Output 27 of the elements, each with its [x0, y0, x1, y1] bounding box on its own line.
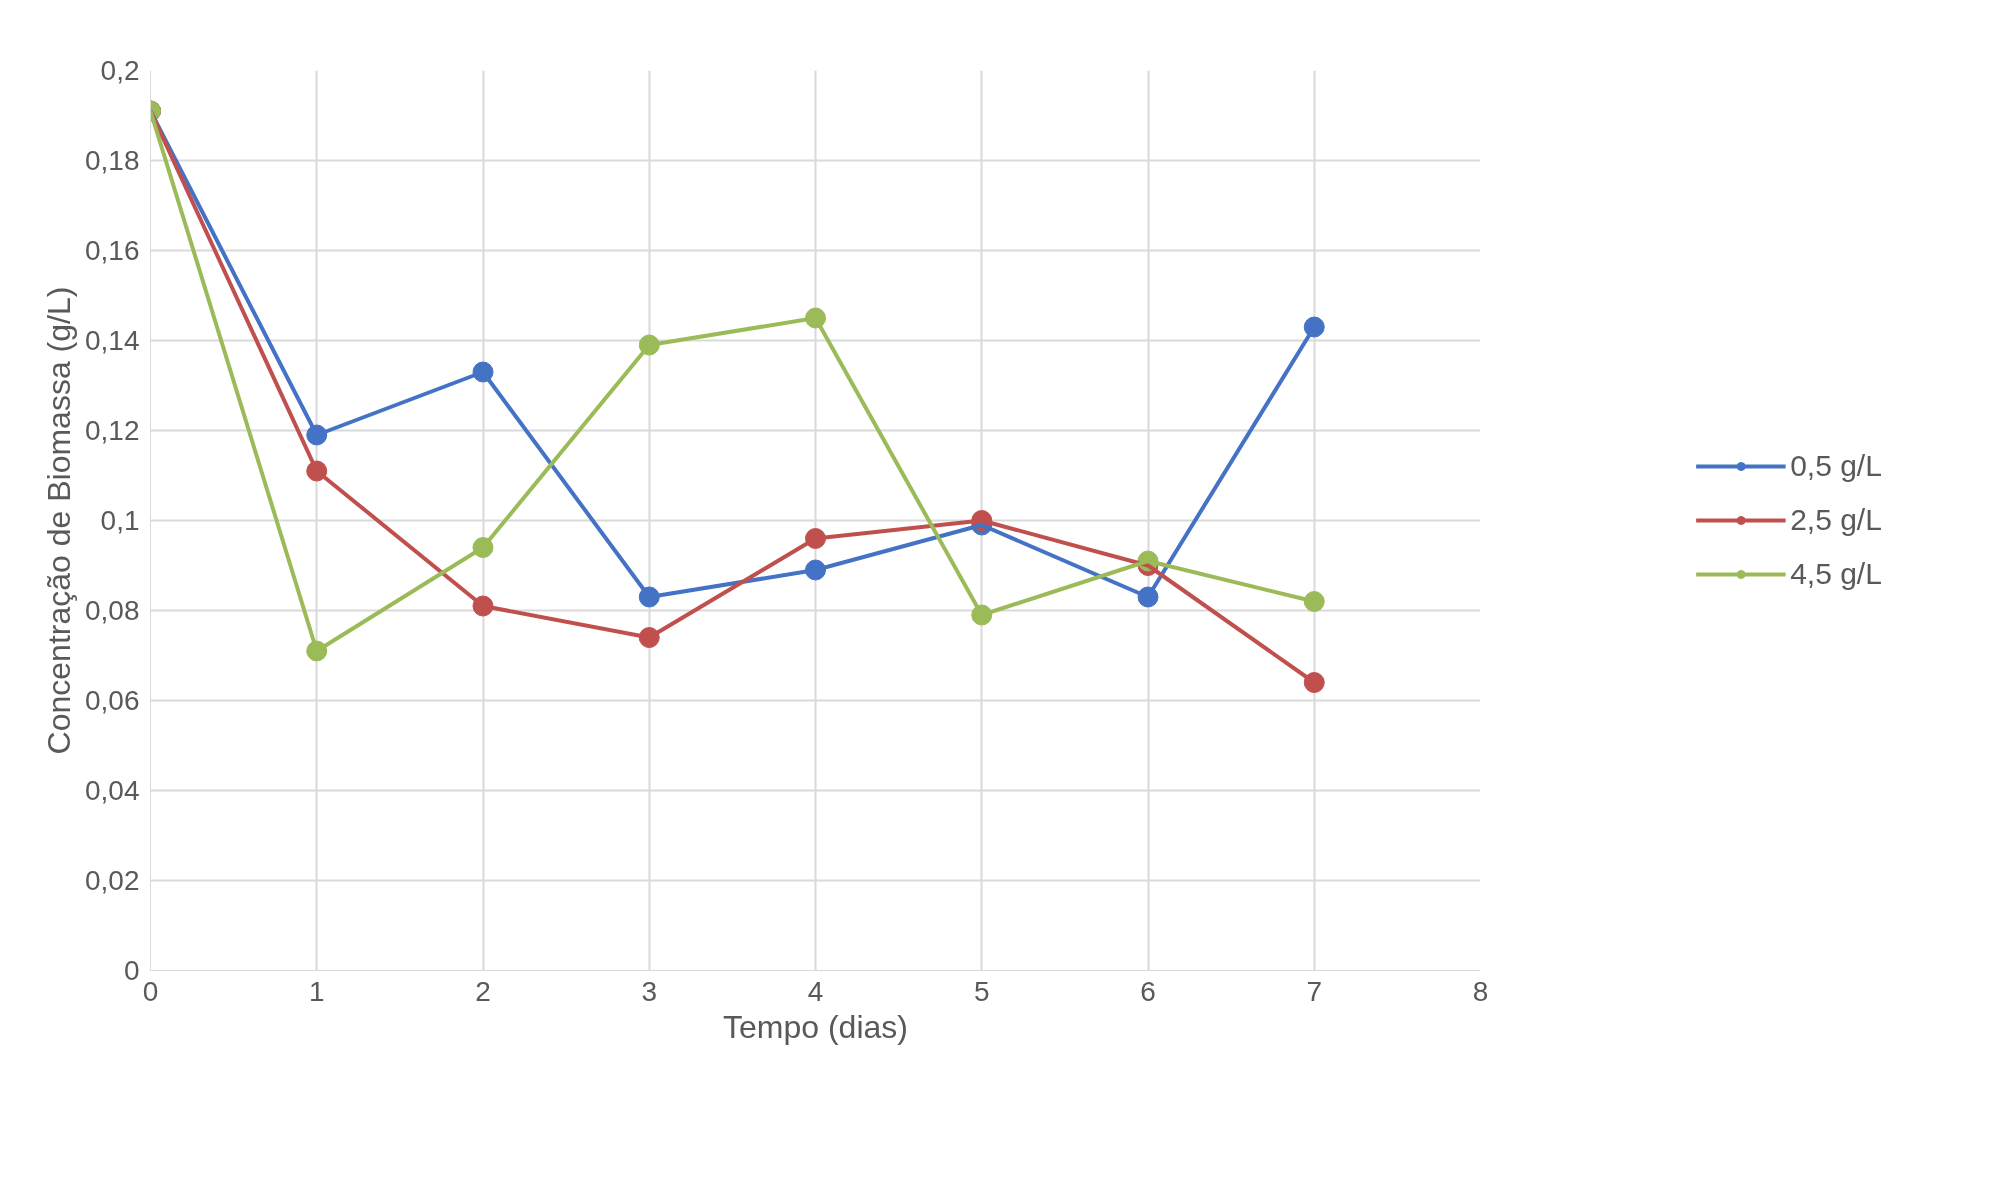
y-tick-label: 0,06	[85, 685, 140, 716]
point	[1303, 672, 1325, 693]
x-tick-label: 1	[308, 975, 325, 1007]
y-tick-label: 0,1	[100, 505, 140, 536]
x-tick-label: 4	[807, 975, 824, 1007]
point	[1303, 316, 1325, 338]
y-tick-label: 0	[123, 955, 140, 986]
point	[1303, 591, 1325, 612]
legend-label: 2,5 g/L	[1790, 503, 1882, 537]
x-tick-label: 6	[1140, 975, 1156, 1007]
y-axis-title: Concentração de Biomassa (g/L)	[41, 286, 77, 755]
x-tick-label: 2	[475, 975, 491, 1007]
y-tick-label: 0,2	[100, 55, 140, 86]
y-tick-label: 0,04	[85, 775, 140, 806]
x-tick-label: 7	[1306, 975, 1323, 1007]
y-tick-label: 0,08	[85, 595, 140, 626]
y-tick-label: 0,18	[85, 145, 140, 176]
y-tick-label: 0,12	[85, 415, 140, 446]
legend-label: 4,5 g/L	[1790, 557, 1882, 591]
y-tick-label: 0,02	[85, 865, 140, 896]
y-tick-label: 0,14	[85, 325, 140, 356]
y-tick-label: 0,16	[85, 235, 140, 266]
x-axis-title: Tempo (dias)	[723, 1008, 908, 1045]
x-tick-label: 8	[1472, 975, 1489, 1007]
legend-label: 0,5 g/L	[1790, 449, 1882, 483]
x-tick-label: 5	[973, 975, 990, 1007]
x-tick-label: 3	[641, 975, 658, 1007]
